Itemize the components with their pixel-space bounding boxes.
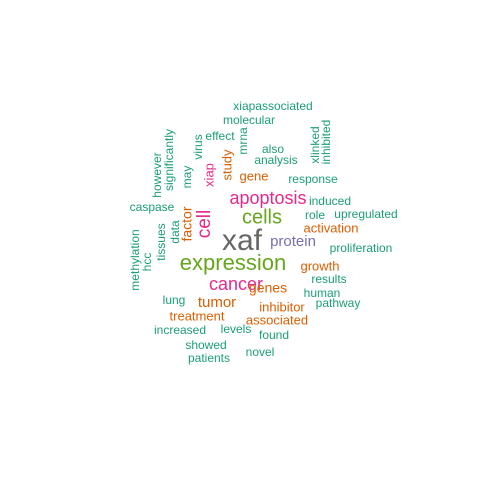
word-proliferation: proliferation xyxy=(330,241,393,255)
word-upregulated: upregulated xyxy=(334,207,397,221)
word-induced: induced xyxy=(309,194,351,208)
word-apoptosis: apoptosis xyxy=(229,188,306,208)
word-molecular: molecular xyxy=(223,113,275,127)
word-xiapassociated: xiapassociated xyxy=(233,99,312,113)
word-caspase: caspase xyxy=(130,200,175,214)
word-xiap: xiap xyxy=(201,163,216,187)
word-pathway: pathway xyxy=(316,296,361,310)
word-hcc: hcc xyxy=(140,253,154,272)
word-genes: genes xyxy=(249,280,287,296)
word-data: data xyxy=(168,220,182,244)
word-role: role xyxy=(305,208,325,222)
word-methylation: methylation xyxy=(128,229,142,290)
word-inhibited: inhibited xyxy=(319,120,333,165)
word-results: results xyxy=(311,272,346,286)
word-protein: protein xyxy=(270,233,316,250)
word-patients: patients xyxy=(188,351,230,365)
word-treatment: treatment xyxy=(170,308,225,323)
word-effect: effect xyxy=(205,129,235,143)
word-inhibitor: inhibitor xyxy=(259,299,305,314)
word-activation: activation xyxy=(304,220,359,235)
word-also: also xyxy=(262,142,284,156)
word-lung: lung xyxy=(163,293,186,307)
word-may: may xyxy=(180,166,194,189)
word-xlinked: xlinked xyxy=(308,126,322,163)
word-increased: increased xyxy=(154,323,206,337)
word-cancer: cancer xyxy=(209,274,263,294)
word-novel: novel xyxy=(246,345,275,359)
word-tumor: tumor xyxy=(198,294,236,311)
word-virus: virus xyxy=(191,134,205,159)
word-cell: cell xyxy=(194,210,215,239)
word-showed: showed xyxy=(185,338,226,352)
word-human: human xyxy=(304,286,341,300)
word-however: however xyxy=(150,152,164,197)
word-significantly: significantly xyxy=(162,129,176,191)
word-response: response xyxy=(288,172,338,186)
word-levels: levels xyxy=(221,322,252,336)
word-xaf: xaf xyxy=(222,224,263,257)
word-analysis: analysis xyxy=(254,153,297,167)
word-gene: gene xyxy=(240,168,269,183)
word-found: found xyxy=(259,328,289,342)
word-mrna: mrna xyxy=(236,127,250,155)
word-associated: associated xyxy=(246,312,308,327)
word-growth: growth xyxy=(300,258,339,273)
word-expression: expression xyxy=(180,250,286,275)
word-factor: factor xyxy=(179,206,195,241)
word-study: study xyxy=(219,149,234,181)
word-tissues: tissues xyxy=(154,223,168,260)
word-cells: cells xyxy=(242,206,282,228)
